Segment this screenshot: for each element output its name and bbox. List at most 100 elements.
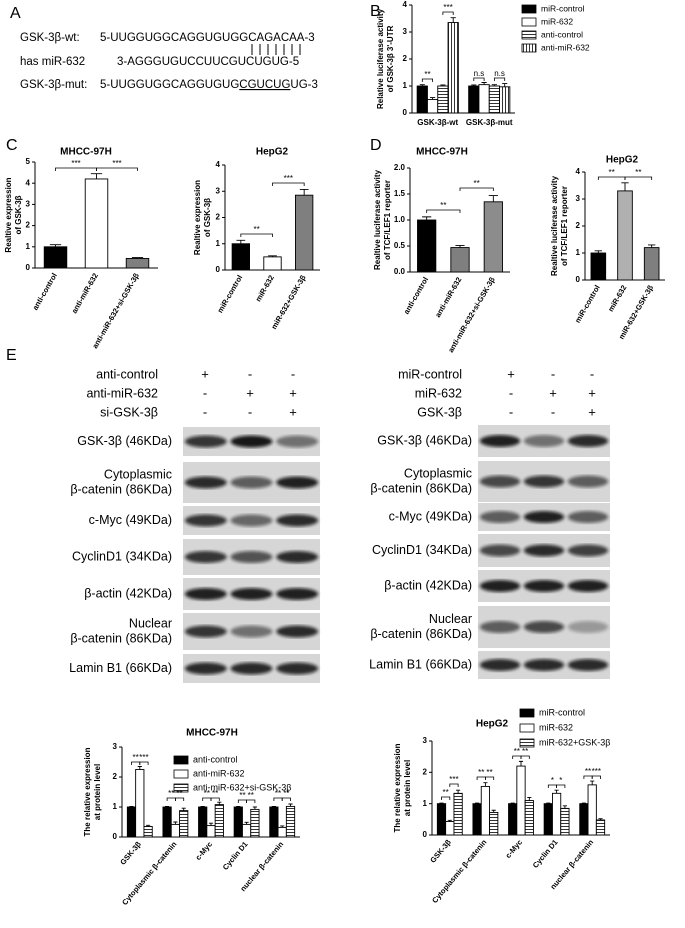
legend-swatch xyxy=(521,17,537,27)
bar xyxy=(579,803,589,836)
y-tick-label: 1 xyxy=(113,802,118,811)
y-tick-label: 5 xyxy=(26,157,31,166)
y-tick-label: 1.0 xyxy=(394,215,406,224)
significance-label: ** xyxy=(283,789,289,798)
y-tick-label: 0.0 xyxy=(394,267,406,276)
condition-sign: + xyxy=(588,404,596,419)
blot-band xyxy=(276,588,319,600)
error-bar xyxy=(271,805,276,807)
bar xyxy=(595,819,606,836)
error-bar xyxy=(244,821,249,825)
blot-band xyxy=(567,621,609,633)
x-tick-label: anti-miR-632 xyxy=(433,275,463,318)
bar xyxy=(436,803,447,836)
error-bar xyxy=(447,819,452,822)
blot-label: Nuclear xyxy=(129,616,172,630)
significance-label: ** xyxy=(486,768,492,777)
condition-sign: - xyxy=(248,366,252,381)
condition-sign: - xyxy=(590,366,594,381)
bar xyxy=(135,769,145,838)
significance-label: ** xyxy=(248,791,254,800)
error-bar xyxy=(252,806,257,810)
error-bar xyxy=(146,824,151,827)
significance-bracket xyxy=(476,776,486,780)
y-axis-label: of TCF/LEF1 reporter xyxy=(383,180,392,260)
blot-band xyxy=(567,435,609,447)
error-bar xyxy=(481,82,487,85)
y-axis-label: Realtive expression xyxy=(4,177,13,252)
x-tick-label: miR-632 xyxy=(606,283,628,313)
blot-band xyxy=(523,580,565,592)
condition-sign: - xyxy=(509,404,513,419)
bar xyxy=(453,792,463,836)
y-tick-label: 2 xyxy=(576,221,581,230)
blot-label: Nuclear xyxy=(429,612,472,626)
y-axis-label: of GSK-3β xyxy=(14,195,23,234)
blot-label: β-catenin (86KDa) xyxy=(70,482,172,496)
bar xyxy=(263,256,282,271)
blot-band xyxy=(276,625,319,638)
error-bar xyxy=(90,173,103,179)
bar xyxy=(285,805,296,838)
error-bar xyxy=(456,789,461,794)
error-bar xyxy=(483,782,488,787)
x-tick-label: anti-control xyxy=(402,275,430,315)
significance-bracket xyxy=(449,783,459,787)
bar-chart: 0 1 2 3 4 GSK-3β-wt GSK-3β-mut Relative lucifer… xyxy=(376,0,590,127)
significance-label: *** xyxy=(139,753,148,762)
x-tick-label: Cyclin D1 xyxy=(531,838,560,870)
y-axis-label: of GSK-3β 3'-UTR xyxy=(386,25,395,92)
blot-band xyxy=(230,476,273,489)
blot-label: β-catenin (86KDa) xyxy=(70,631,172,645)
bar xyxy=(560,807,570,836)
significance-label: * xyxy=(559,776,562,785)
panel-letter: A xyxy=(10,5,21,22)
pairing-lines xyxy=(251,44,301,55)
y-axis-label: at protein level xyxy=(93,764,102,820)
error-bar xyxy=(181,807,186,811)
legend-swatch xyxy=(519,738,535,748)
chart-title: MHCC-97H xyxy=(416,147,468,158)
significance-label: ** xyxy=(478,768,484,777)
significance-label: ** xyxy=(424,70,430,79)
blot-band xyxy=(184,551,227,563)
blot-band xyxy=(523,511,565,523)
error-bar xyxy=(268,255,277,257)
error-bar xyxy=(471,84,477,86)
error-bar xyxy=(621,182,629,191)
condition-sign: - xyxy=(291,366,295,381)
significance-bracket xyxy=(494,77,506,81)
y-tick-label: 0.5 xyxy=(394,241,406,250)
y-tick-label: 0 xyxy=(26,263,31,272)
y-tick-label: 0 xyxy=(576,275,581,284)
significance-bracket xyxy=(210,797,220,801)
bar xyxy=(543,803,553,836)
bar xyxy=(437,85,449,114)
error-bar xyxy=(137,766,142,770)
x-tick-label: anti-miR-632+si-GSK-3β xyxy=(90,271,141,350)
bar xyxy=(241,823,252,838)
significance-bracket xyxy=(246,799,256,803)
condition-label: anti-miR-632 xyxy=(86,386,158,400)
error-bar xyxy=(648,244,656,248)
significance-bracket xyxy=(240,233,273,237)
significance-label: ** xyxy=(585,767,591,776)
legend-label: miR-632+GSK-3β xyxy=(539,737,610,747)
y-tick-label: 1 xyxy=(26,242,31,251)
blot-band xyxy=(567,475,609,488)
blot-band xyxy=(479,511,521,523)
error-bar xyxy=(49,244,62,247)
condition-sign: - xyxy=(248,404,252,419)
sequence-part: 5-UUGGUGGCAGGUGUG xyxy=(100,79,239,91)
condition-sign: + xyxy=(246,385,254,400)
significance-label: *** xyxy=(449,775,458,784)
condition-sign: - xyxy=(509,385,513,400)
condition-label: anti-control xyxy=(96,367,158,381)
y-tick-label: 4 xyxy=(576,167,581,176)
error-bar xyxy=(455,245,465,248)
bar xyxy=(478,84,490,114)
blot-band xyxy=(479,580,521,592)
bar xyxy=(587,784,597,836)
